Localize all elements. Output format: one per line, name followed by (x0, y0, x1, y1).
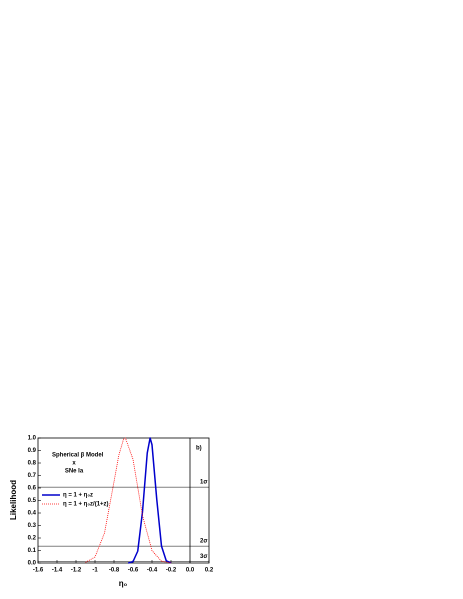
y-axis-label: Likelihood (9, 480, 18, 520)
y-tick-label: 0.8 (28, 461, 37, 467)
x-tick-label: -1.2 (71, 568, 82, 574)
reference-label: 1σ (200, 480, 207, 486)
x-tick-label: -1.6 (33, 568, 44, 574)
x-tick-label: -0.6 (128, 568, 139, 574)
x-tick-label: 0.2 (205, 568, 214, 574)
reference-label: 3σ (200, 554, 207, 560)
y-tick-label: 0.1 (28, 548, 37, 554)
x-tick-label: -0.2 (166, 568, 177, 574)
data-line (85, 437, 172, 564)
y-tick-label: 0.5 (28, 498, 37, 504)
y-tick-label: 0.2 (28, 536, 37, 542)
annotation: SNe Ia (65, 469, 84, 475)
legend-label: η = 1 + η₀z (63, 493, 93, 499)
y-tick-label: 0.7 (28, 473, 37, 479)
x-tick-label: -0.4 (147, 568, 158, 574)
x-tick-label: -1 (92, 568, 98, 574)
legend-label: η = 1 + η₀z/(1+z) (63, 502, 109, 508)
x-axis-label: η₀ (119, 579, 128, 588)
x-tick-label: -1.4 (52, 568, 63, 574)
y-tick-label: 0.0 (28, 561, 37, 567)
reference-label: 2σ (200, 539, 207, 545)
annotation: x (72, 461, 76, 467)
annotation: Spherical β Model (52, 453, 104, 459)
y-tick-label: 0.6 (28, 486, 37, 492)
annotation: b) (196, 446, 202, 452)
y-tick-label: 0.9 (28, 448, 37, 454)
y-tick-label: 0.4 (28, 511, 37, 517)
data-line (128, 437, 172, 564)
y-tick-label: 1.0 (28, 436, 37, 442)
x-tick-label: -0.8 (109, 568, 120, 574)
x-tick-label: 0.0 (186, 568, 195, 574)
y-tick-label: 0.3 (28, 523, 37, 529)
